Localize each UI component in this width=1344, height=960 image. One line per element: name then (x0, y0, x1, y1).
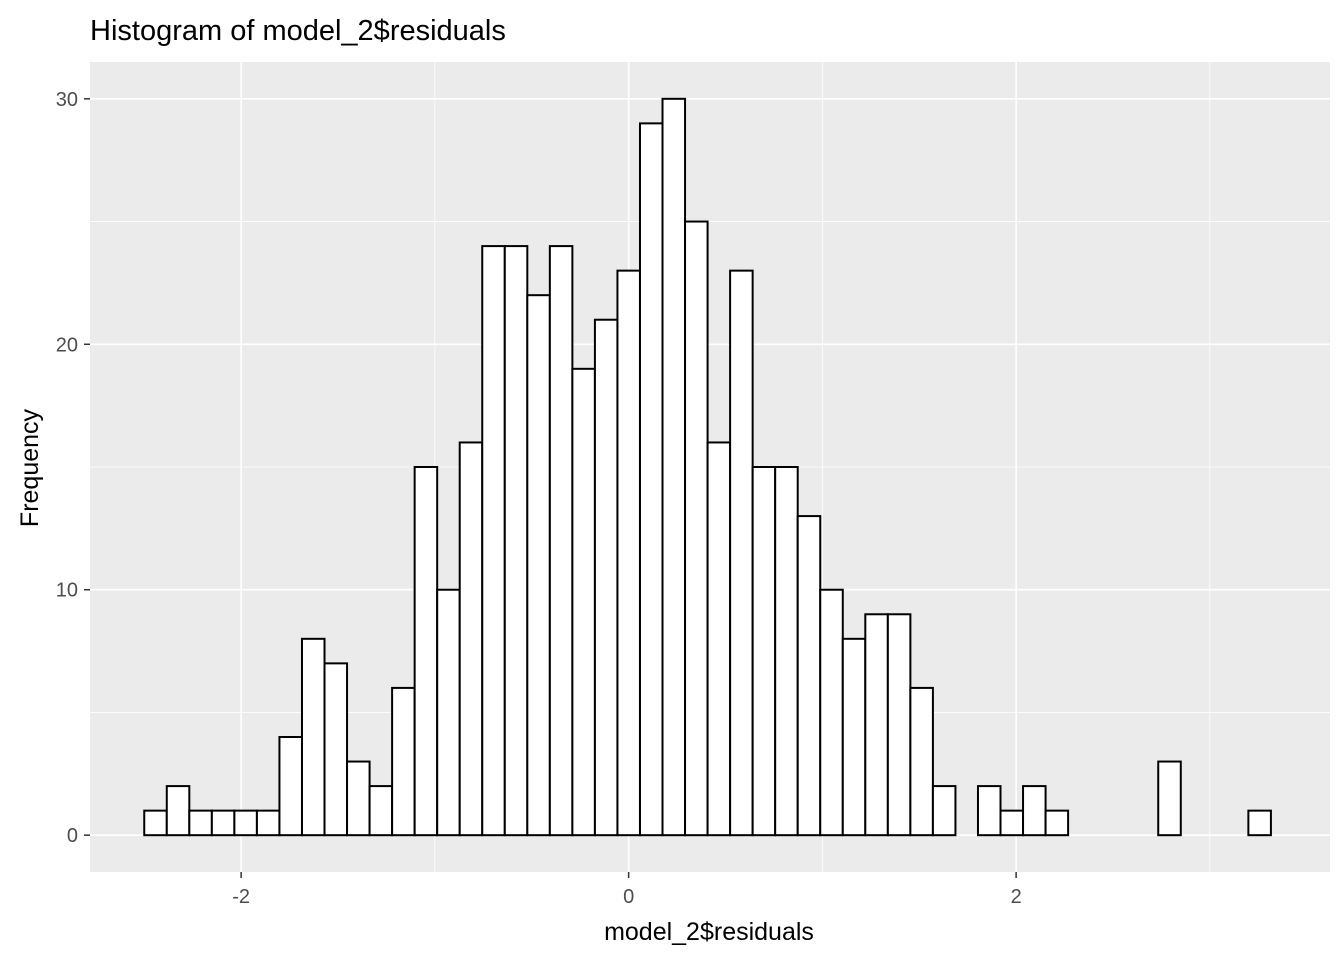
histogram-bar (165, 785, 191, 837)
histogram-bar (1022, 785, 1047, 837)
histogram-bar (548, 245, 574, 837)
y-tick-label: 30 (56, 89, 78, 111)
histogram-bar (931, 785, 957, 837)
histogram-bar (278, 736, 303, 837)
histogram-bar (300, 637, 326, 837)
x-tick-label: -2 (232, 886, 250, 908)
histogram-bar (684, 220, 709, 837)
histogram-bar (233, 809, 258, 837)
histogram-bar (774, 466, 799, 837)
histogram-bar (1157, 760, 1182, 837)
histogram-bar (909, 686, 934, 837)
histogram-bar (481, 245, 506, 837)
histogram-bar (503, 245, 529, 837)
histogram-bar (188, 809, 213, 837)
histogram-bar (638, 122, 664, 837)
histogram-bar (436, 588, 461, 837)
histogram-bars (143, 97, 1272, 837)
histogram-bar (571, 367, 596, 837)
histogram-bar (391, 686, 416, 837)
histogram-bar (706, 441, 732, 837)
y-tick-label: 10 (56, 580, 78, 602)
y-axis-title: Frequency (16, 408, 44, 527)
y-tick-label: 0 (67, 825, 78, 847)
histogram-bar (368, 785, 394, 837)
histogram-bar (323, 662, 349, 837)
histogram-bar (255, 809, 281, 837)
histogram-bar (886, 613, 912, 837)
y-tick-label: 20 (56, 334, 78, 356)
histogram-bar (751, 466, 777, 837)
histogram-bar (526, 294, 551, 837)
histogram-bar (593, 318, 619, 837)
histogram-bar (210, 809, 236, 837)
y-axis: 0 10 20 30 (56, 89, 90, 847)
histogram-bar (999, 809, 1025, 837)
histogram-bar (796, 515, 822, 837)
histogram-bar (346, 760, 371, 837)
histogram-bar (661, 97, 687, 837)
histogram-bar (819, 588, 844, 837)
histogram-bar (1044, 809, 1070, 837)
x-tick-label: 0 (623, 886, 634, 908)
histogram-bar (729, 269, 754, 837)
x-tick-label: 2 (1011, 886, 1022, 908)
histogram-bar (413, 466, 439, 837)
histogram-bar (841, 637, 867, 837)
histogram-bar (458, 441, 484, 837)
chart-title: Histogram of model_2$residuals (90, 15, 506, 47)
x-axis-title: model_2$residuals (604, 918, 814, 946)
histogram-bar (976, 785, 1002, 837)
histogram-bar (1247, 809, 1272, 837)
histogram-bar (864, 613, 889, 837)
x-axis: -2 0 2 (232, 872, 1022, 908)
histogram-bar (616, 269, 641, 837)
histogram-bar (143, 809, 168, 837)
